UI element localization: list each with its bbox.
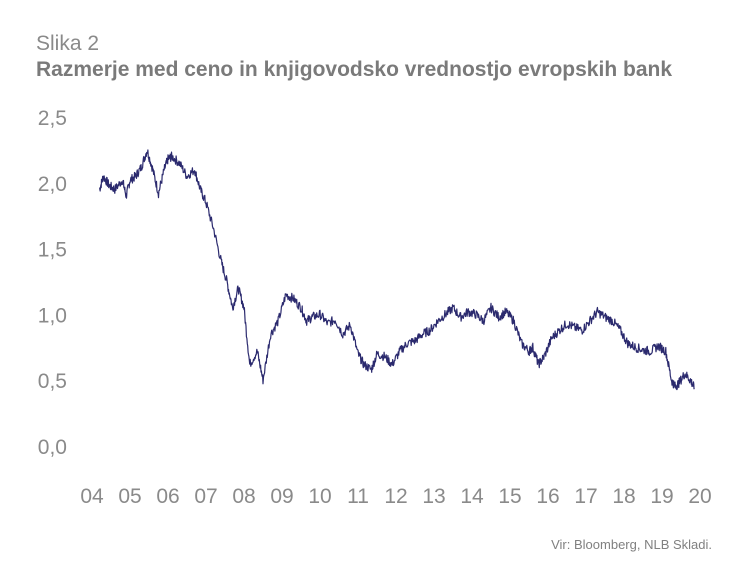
- y-tick-label: 2,5: [38, 107, 67, 130]
- source-note: Vir: Bloomberg, NLB Skladi.: [551, 537, 712, 552]
- x-tick-label: 08: [232, 485, 255, 508]
- x-tick-label: 19: [650, 485, 673, 508]
- x-tick-label: 15: [498, 485, 521, 508]
- x-axis-ticks: 04 05 06 07 08 09 10 11 12 13 14 15 16 17 18 19 20: [80, 485, 711, 508]
- y-axis-ticks: 0,0 0,5 1,0 1,5 2,0 2,5: [38, 107, 67, 459]
- y-tick-label: 2,0: [38, 173, 67, 196]
- x-tick-label: 11: [347, 485, 369, 508]
- x-tick-label: 17: [574, 485, 597, 508]
- y-tick-label: 0,5: [38, 370, 67, 393]
- x-tick-label: 06: [156, 485, 179, 508]
- x-tick-label: 13: [422, 485, 445, 508]
- x-tick-label: 07: [194, 485, 217, 508]
- chart-title: Razmerje med ceno in knjigovodsko vredno…: [36, 58, 672, 81]
- y-tick-label: 0,0: [38, 436, 67, 459]
- x-tick-label: 16: [536, 485, 559, 508]
- x-tick-label: 09: [270, 485, 293, 508]
- x-tick-label: 18: [612, 485, 635, 508]
- series-line: [99, 149, 695, 391]
- y-tick-label: 1,5: [38, 239, 67, 262]
- x-tick-label: 14: [460, 485, 484, 508]
- x-tick-label: 04: [80, 485, 104, 508]
- y-tick-label: 1,0: [38, 304, 67, 327]
- x-tick-label: 05: [118, 485, 141, 508]
- figure-label: Slika 2: [36, 32, 100, 55]
- x-tick-label: 12: [384, 485, 407, 508]
- x-tick-label: 10: [308, 485, 331, 508]
- x-tick-label: 20: [688, 485, 711, 508]
